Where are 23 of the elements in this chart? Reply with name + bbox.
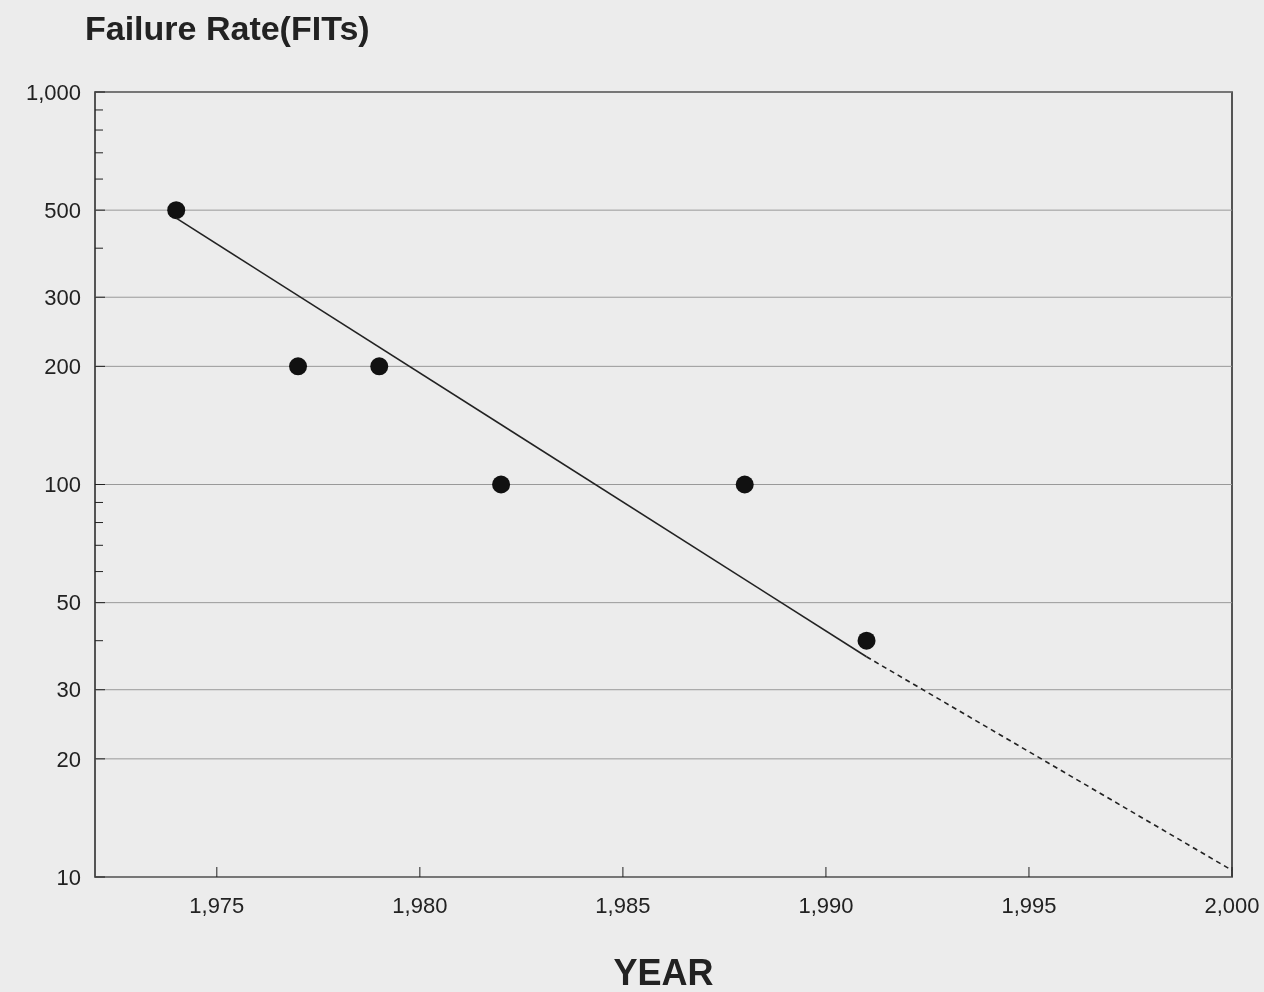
- y-tick-label: 10: [56, 864, 81, 890]
- x-tick-label: 1,995: [1001, 893, 1057, 918]
- point: [289, 357, 308, 376]
- point: [370, 357, 389, 376]
- x-tick-label: 1,990: [798, 893, 854, 918]
- y-tick-label: 300: [44, 284, 81, 310]
- x-tick-label: 2,000: [1204, 893, 1260, 918]
- y-tick-label: 100: [44, 472, 81, 498]
- x-tick-label: 1,985: [595, 893, 651, 918]
- chart-title: Failure Rate(FITs): [85, 9, 370, 47]
- y-tick-label: 200: [44, 354, 81, 380]
- x-axis-title: YEAR: [613, 952, 714, 992]
- x-tick-label: 1,980: [392, 893, 448, 918]
- y-tick-label: 20: [56, 746, 81, 772]
- y-tick-label: 1,000: [25, 79, 81, 105]
- x-tick-label: 1,975: [189, 893, 245, 918]
- point: [492, 475, 511, 494]
- y-tick-label: 500: [44, 197, 81, 223]
- y-tick-label: 30: [56, 677, 81, 703]
- point: [735, 475, 754, 494]
- point: [167, 201, 186, 220]
- y-tick-label: 50: [56, 590, 81, 616]
- point: [857, 631, 876, 650]
